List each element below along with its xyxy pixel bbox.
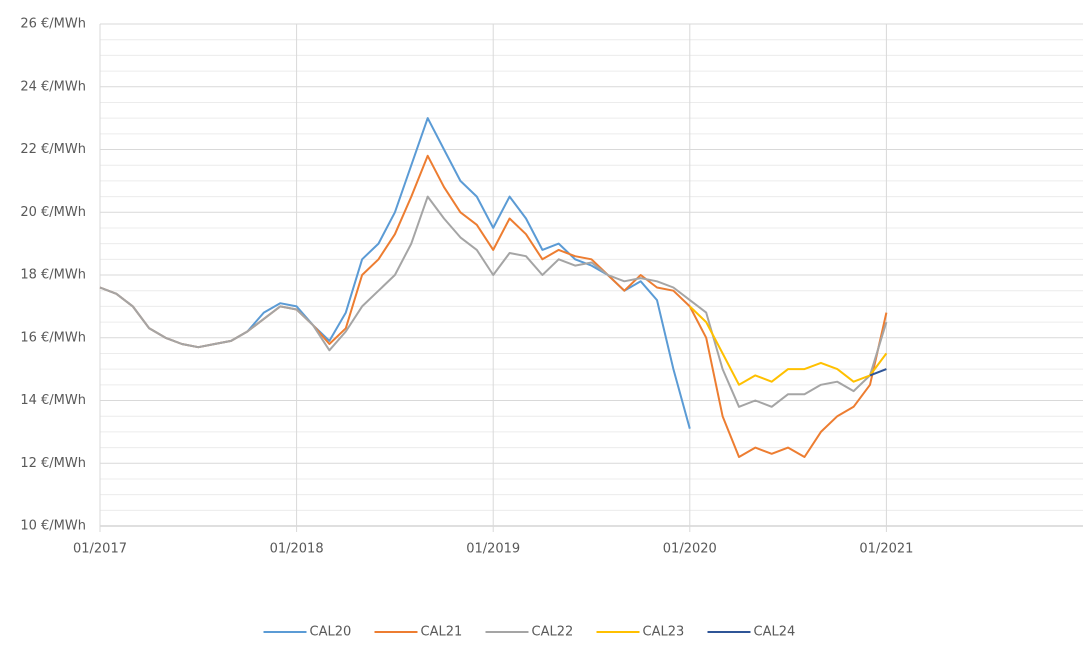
series-line (689, 305, 888, 386)
y-tick-label: 14 €/MWh (20, 393, 86, 408)
x-tick-label: 01/2019 (466, 542, 520, 557)
x-tick-label: 01/2021 (859, 542, 913, 557)
x-tick-label: 01/2020 (663, 542, 717, 557)
y-tick-label: 26 €/MWh (20, 17, 86, 32)
x-tick-label: 01/2018 (270, 542, 324, 557)
y-tick-label: 20 €/MWh (20, 205, 86, 220)
y-tick-label: 16 €/MWh (20, 330, 86, 345)
legend-label: CAL24 (754, 625, 796, 640)
y-tick-label: 10 €/MWh (20, 519, 86, 534)
x-tick-label: 01/2017 (73, 542, 127, 557)
y-tick-label: 12 €/MWh (20, 456, 86, 471)
legend-label: CAL21 (421, 625, 463, 640)
series-line (99, 195, 888, 408)
y-tick-label: 18 €/MWh (20, 268, 86, 283)
series-line (869, 368, 887, 377)
y-tick-label: 22 €/MWh (20, 142, 86, 157)
legend-label: CAL22 (532, 625, 574, 640)
legend-label: CAL23 (643, 625, 685, 640)
y-tick-label: 24 €/MWh (20, 79, 86, 94)
legend-label: CAL20 (310, 625, 352, 640)
